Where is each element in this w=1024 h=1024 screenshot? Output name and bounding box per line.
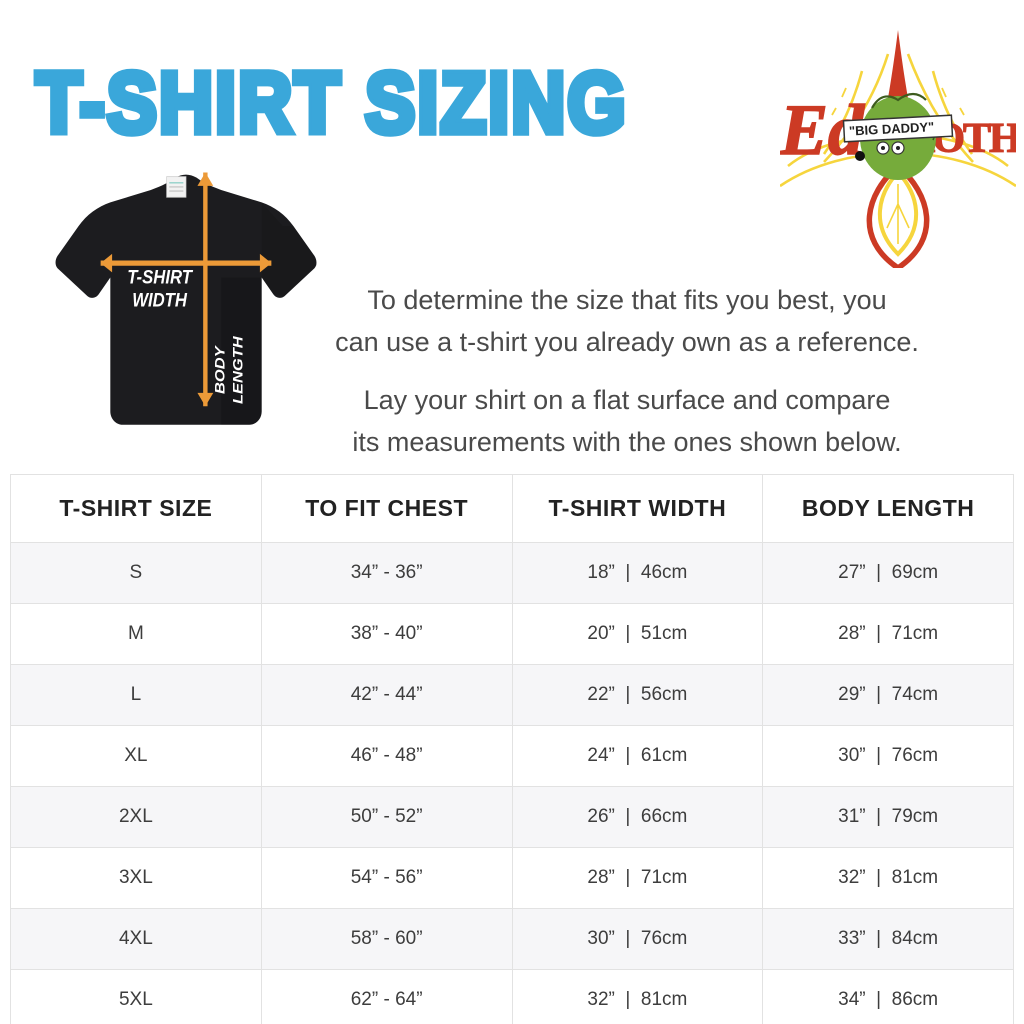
- svg-text:LENGTH: LENGTH: [230, 335, 246, 404]
- svg-text:T-SHIRT: T-SHIRT: [127, 267, 193, 289]
- svg-text:BODY: BODY: [213, 345, 229, 394]
- svg-text:WIDTH: WIDTH: [132, 289, 188, 311]
